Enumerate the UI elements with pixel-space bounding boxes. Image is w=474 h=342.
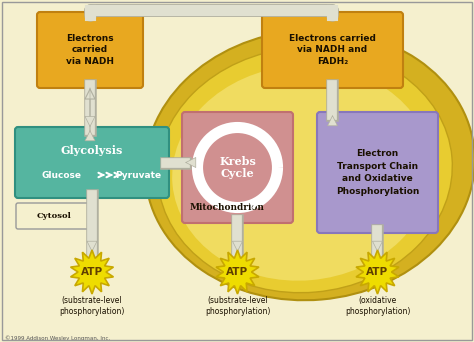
Text: Electrons carried
via NADH and
FADH₂: Electrons carried via NADH and FADH₂ bbox=[289, 34, 376, 66]
Text: Cytosol: Cytosol bbox=[36, 212, 72, 220]
FancyBboxPatch shape bbox=[262, 12, 403, 88]
Text: (oxidative
phosphorylation): (oxidative phosphorylation) bbox=[345, 295, 410, 316]
FancyBboxPatch shape bbox=[16, 203, 92, 229]
Text: Krebs
Cycle: Krebs Cycle bbox=[219, 156, 256, 180]
Polygon shape bbox=[356, 250, 399, 294]
Polygon shape bbox=[216, 250, 259, 294]
Ellipse shape bbox=[158, 47, 452, 293]
FancyBboxPatch shape bbox=[37, 12, 143, 88]
Ellipse shape bbox=[172, 65, 432, 281]
Text: Glycolysis: Glycolysis bbox=[61, 145, 123, 156]
Text: ATP: ATP bbox=[366, 267, 389, 277]
Polygon shape bbox=[71, 250, 113, 294]
Text: ATP: ATP bbox=[81, 267, 103, 277]
Text: (substrate-level
phosphorylation): (substrate-level phosphorylation) bbox=[59, 295, 125, 316]
Text: Electrons
carried
via NADH: Electrons carried via NADH bbox=[66, 34, 114, 66]
Text: (substrate-level
phosphorylation): (substrate-level phosphorylation) bbox=[205, 295, 270, 316]
Text: Glucose: Glucose bbox=[42, 171, 82, 180]
Text: ATP: ATP bbox=[227, 267, 248, 277]
Text: ©1999 Addison Wesley Longman, Inc.: ©1999 Addison Wesley Longman, Inc. bbox=[5, 335, 110, 341]
FancyBboxPatch shape bbox=[182, 112, 293, 223]
Ellipse shape bbox=[145, 30, 474, 300]
Text: Electron
Transport Chain
and Oxidative
Phosphorylation: Electron Transport Chain and Oxidative P… bbox=[336, 149, 419, 196]
Text: Mitochondrion: Mitochondrion bbox=[190, 202, 265, 211]
Text: Pyruvate: Pyruvate bbox=[115, 171, 161, 180]
FancyBboxPatch shape bbox=[15, 127, 169, 198]
FancyBboxPatch shape bbox=[317, 112, 438, 233]
